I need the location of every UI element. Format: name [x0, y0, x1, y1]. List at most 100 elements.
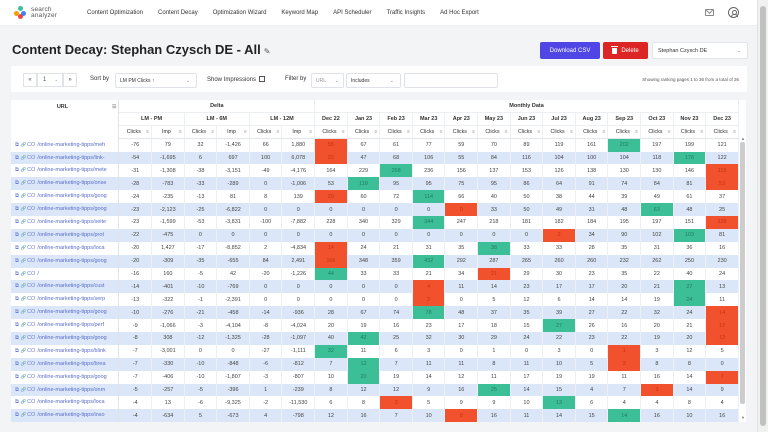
- link-icon[interactable]: 🔗: [20, 309, 27, 315]
- open-external-icon[interactable]: ⧉: [15, 322, 21, 329]
- sortable-column-header[interactable]: Imp ≡: [151, 125, 185, 140]
- sortable-column-header[interactable]: Clicks ≡: [118, 125, 153, 140]
- sortable-column-header[interactable]: Clicks ≡: [640, 125, 674, 140]
- content-optimization-link[interactable]: CO: [27, 296, 36, 303]
- url-link[interactable]: /online-marketing-tipps/blink: [37, 347, 106, 354]
- url-link[interactable]: /online-marketing-tipps/goog: [37, 193, 107, 200]
- open-external-icon[interactable]: ⧉: [15, 347, 21, 354]
- url-link[interactable]: /online-marketing-tipps/serp: [37, 296, 106, 303]
- link-icon[interactable]: 🔗: [20, 154, 27, 160]
- delete-button[interactable]: Delete: [603, 42, 648, 59]
- nav-ad-hoc-export[interactable]: Ad Hoc Export: [440, 9, 479, 16]
- filter-field-select[interactable]: URL ⌄: [311, 73, 344, 88]
- url-link[interactable]: /online-marketing-tipps/onm: [37, 386, 106, 393]
- content-optimization-link[interactable]: CO: [27, 206, 36, 213]
- column-menu-icon[interactable]: ≡: [667, 129, 671, 136]
- url-link[interactable]: /online-marketing-tipps/meh: [37, 141, 106, 148]
- column-menu-icon[interactable]: ≡: [243, 129, 247, 136]
- url-link[interactable]: /online-marketing-tipps/mete: [37, 167, 107, 174]
- sortable-column-header[interactable]: Clicks ≡: [184, 125, 218, 140]
- link-icon[interactable]: 🔗: [20, 386, 27, 392]
- column-menu-icon[interactable]: ≡: [276, 129, 280, 136]
- content-optimization-link[interactable]: CO: [27, 141, 36, 148]
- url-link[interactable]: /online-marketing-tipps/inso: [37, 412, 105, 419]
- sortable-column-header[interactable]: Clicks ≡: [249, 125, 283, 140]
- sortable-column-header[interactable]: Clicks ≡: [510, 125, 544, 140]
- sortable-column-header[interactable]: Clicks ≡: [379, 125, 413, 140]
- content-optimization-link[interactable]: CO: [27, 270, 36, 277]
- link-icon[interactable]: 🔗: [20, 296, 27, 302]
- mail-icon[interactable]: [705, 9, 714, 16]
- table-scrollbar[interactable]: [740, 142, 745, 404]
- url-link[interactable]: /: [37, 270, 39, 277]
- link-icon[interactable]: 🔗: [20, 270, 27, 276]
- sortable-column-header[interactable]: Clicks ≡: [607, 125, 642, 140]
- open-external-icon[interactable]: ⧉: [15, 167, 21, 174]
- logo[interactable]: search analyzer: [14, 6, 72, 19]
- link-icon[interactable]: 🔗: [20, 360, 27, 366]
- url-link[interactable]: /online-marketing-tipps/brea: [37, 360, 106, 367]
- sortable-column-header[interactable]: Clicks ≡: [542, 125, 576, 140]
- nav-traffic-insights[interactable]: Traffic Insights: [386, 9, 426, 16]
- content-optimization-link[interactable]: CO: [27, 257, 36, 264]
- nav-content-optimization[interactable]: Content Optimization: [87, 9, 144, 16]
- column-menu-icon[interactable]: ≡: [146, 129, 150, 136]
- link-icon[interactable]: 🔗: [20, 141, 27, 147]
- link-icon[interactable]: 🔗: [20, 206, 27, 212]
- project-select[interactable]: Stephan Czysch DE ⌄: [652, 42, 748, 59]
- content-optimization-link[interactable]: CO: [27, 322, 36, 329]
- open-external-icon[interactable]: ⧉: [15, 218, 21, 225]
- link-icon[interactable]: 🔗: [20, 334, 27, 340]
- content-optimization-link[interactable]: CO: [27, 399, 36, 406]
- url-link[interactable]: /online-marketing-tipps/goog: [37, 373, 107, 380]
- link-icon[interactable]: 🔗: [20, 167, 27, 173]
- first-page-button[interactable]: «: [23, 73, 37, 87]
- content-optimization-link[interactable]: CO: [27, 412, 36, 419]
- column-menu-icon[interactable]: ≡: [602, 129, 606, 136]
- column-menu-icon[interactable]: ≡: [569, 129, 573, 136]
- nav-api-scheduler[interactable]: API Scheduler: [333, 9, 372, 16]
- content-optimization-link[interactable]: CO: [27, 283, 36, 290]
- open-external-icon[interactable]: ⧉: [15, 386, 21, 393]
- link-icon[interactable]: 🔗: [20, 283, 27, 289]
- column-menu-icon[interactable]: ≡: [472, 129, 476, 136]
- content-optimization-link[interactable]: CO: [27, 193, 36, 200]
- content-optimization-link[interactable]: CO: [27, 309, 36, 316]
- content-optimization-link[interactable]: CO: [27, 244, 36, 251]
- link-icon[interactable]: 🔗: [20, 180, 27, 186]
- sortable-column-header[interactable]: Clicks ≡: [673, 125, 707, 140]
- url-column-header[interactable]: URL ☰: [11, 100, 120, 139]
- link-icon[interactable]: 🔗: [20, 231, 27, 237]
- edit-icon[interactable]: ✎: [263, 47, 271, 56]
- content-optimization-link[interactable]: CO: [27, 386, 36, 393]
- content-optimization-link[interactable]: CO: [27, 167, 36, 174]
- link-icon[interactable]: 🔗: [20, 412, 27, 418]
- column-menu-icon[interactable]: ≡: [700, 129, 704, 136]
- sortable-column-header[interactable]: Clicks ≡: [575, 125, 609, 140]
- column-menu-icon[interactable]: ≡: [439, 129, 443, 136]
- link-icon[interactable]: 🔗: [20, 347, 27, 353]
- open-external-icon[interactable]: ⧉: [15, 412, 21, 419]
- page-scrollbar-thumb[interactable]: [760, 6, 766, 426]
- download-csv-button[interactable]: Download CSV: [540, 42, 600, 59]
- sortable-column-header[interactable]: Clicks ≡: [477, 125, 511, 140]
- content-optimization-link[interactable]: CO: [27, 360, 36, 367]
- url-link[interactable]: /online-marketing-tipps/prot: [37, 231, 104, 238]
- open-external-icon[interactable]: ⧉: [15, 141, 21, 148]
- url-link[interactable]: /online-marketing-tipps/loca: [37, 244, 105, 251]
- sortable-column-header[interactable]: Clicks ≡: [705, 125, 739, 140]
- column-menu-icon[interactable]: ≡: [178, 129, 182, 136]
- open-external-icon[interactable]: ⧉: [15, 296, 21, 303]
- url-link[interactable]: /online-marketing-tipps/loca: [37, 399, 105, 406]
- nav-optimization-wizard[interactable]: Optimization Wizard: [212, 9, 267, 16]
- scroll-down-icon[interactable]: ▼: [741, 415, 745, 420]
- link-icon[interactable]: 🔗: [20, 322, 27, 328]
- sortable-column-header[interactable]: Clicks ≡: [314, 125, 348, 140]
- url-link[interactable]: /online-marketing-tipps/onse: [37, 180, 107, 187]
- sortable-column-header[interactable]: Clicks ≡: [412, 125, 446, 140]
- open-external-icon[interactable]: ⧉: [15, 399, 21, 406]
- link-icon[interactable]: 🔗: [20, 193, 27, 199]
- sortable-column-header[interactable]: Imp ≡: [216, 125, 250, 140]
- column-menu-icon[interactable]: ≡: [211, 129, 215, 136]
- content-optimization-link[interactable]: CO: [27, 347, 36, 354]
